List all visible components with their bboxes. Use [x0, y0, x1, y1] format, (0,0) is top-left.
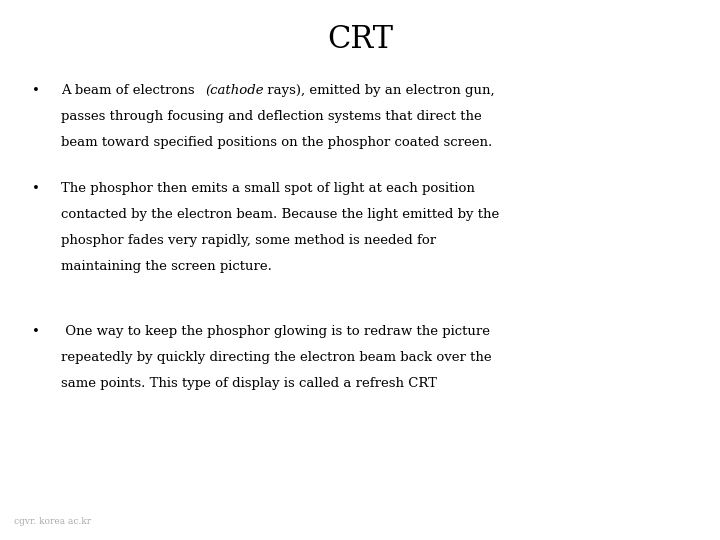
Text: beam toward specified positions on the phosphor coated screen.: beam toward specified positions on the p…: [61, 136, 492, 148]
Text: contacted by the electron beam. Because the light emitted by the: contacted by the electron beam. Because …: [61, 208, 500, 221]
Text: cgvr. korea ac.kr: cgvr. korea ac.kr: [14, 517, 91, 526]
Text: The phosphor then emits a small spot of light at each position: The phosphor then emits a small spot of …: [61, 182, 475, 195]
Text: (cathode: (cathode: [205, 84, 264, 97]
Text: same points. This type of display is called a refresh CRT: same points. This type of display is cal…: [61, 376, 437, 389]
Text: repeatedly by quickly directing the electron beam back over the: repeatedly by quickly directing the elec…: [61, 350, 492, 363]
Text: •: •: [32, 182, 40, 195]
Text: rays), emitted by an electron gun,: rays), emitted by an electron gun,: [263, 84, 494, 97]
Text: maintaining the screen picture.: maintaining the screen picture.: [61, 260, 272, 273]
Text: •: •: [32, 325, 40, 338]
Text: One way to keep the phosphor glowing is to redraw the picture: One way to keep the phosphor glowing is …: [61, 325, 490, 338]
Text: CRT: CRT: [327, 24, 393, 55]
Text: phosphor fades very rapidly, some method is needed for: phosphor fades very rapidly, some method…: [61, 234, 436, 247]
Text: passes through focusing and deflection systems that direct the: passes through focusing and deflection s…: [61, 110, 482, 123]
Text: •: •: [32, 84, 40, 97]
Text: A beam of electrons: A beam of electrons: [61, 84, 199, 97]
